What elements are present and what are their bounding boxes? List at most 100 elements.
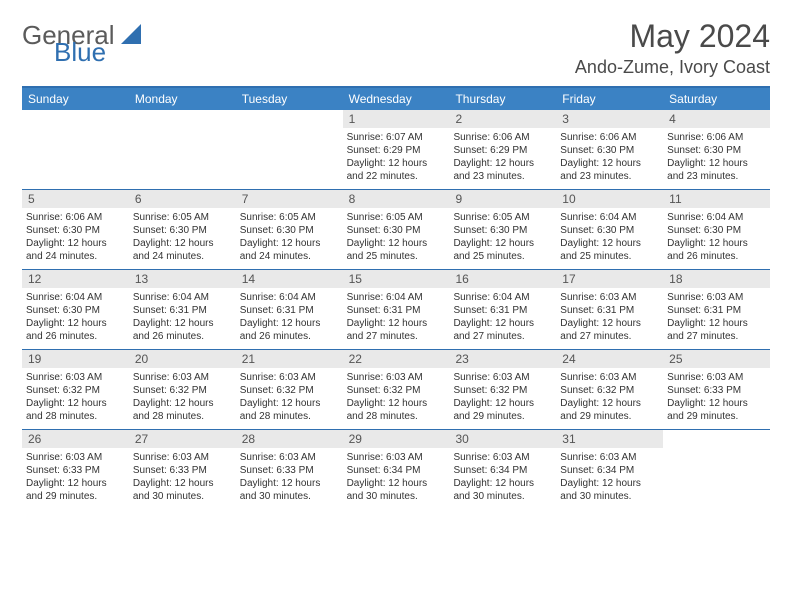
day-line: and 29 minutes. <box>453 410 552 423</box>
day-body: Sunrise: 6:04 AMSunset: 6:31 PMDaylight:… <box>343 288 450 349</box>
day-line: and 27 minutes. <box>453 330 552 343</box>
day-body <box>663 434 770 494</box>
day-line: Daylight: 12 hours <box>667 397 766 410</box>
day-number: 31 <box>556 430 663 448</box>
day-line: Sunrise: 6:04 AM <box>26 291 125 304</box>
day-number: 26 <box>22 430 129 448</box>
day-line: Sunrise: 6:04 AM <box>560 211 659 224</box>
day-line: Sunrise: 6:03 AM <box>560 291 659 304</box>
day-line: Daylight: 12 hours <box>240 477 339 490</box>
calendar-cell: 11Sunrise: 6:04 AMSunset: 6:30 PMDayligh… <box>663 190 770 269</box>
day-number: 9 <box>449 190 556 208</box>
day-line: Sunset: 6:30 PM <box>240 224 339 237</box>
day-header-wed: Wednesday <box>343 88 450 110</box>
day-body: Sunrise: 6:05 AMSunset: 6:30 PMDaylight:… <box>449 208 556 269</box>
day-body: Sunrise: 6:06 AMSunset: 6:29 PMDaylight:… <box>449 128 556 189</box>
day-number: 28 <box>236 430 343 448</box>
day-number: 18 <box>663 270 770 288</box>
day-line: Sunrise: 6:04 AM <box>133 291 232 304</box>
header: General Blue May 2024 Ando-Zume, Ivory C… <box>22 18 770 78</box>
day-line: Daylight: 12 hours <box>26 397 125 410</box>
day-line: Daylight: 12 hours <box>347 157 446 170</box>
day-line: Daylight: 12 hours <box>133 477 232 490</box>
day-line: Sunrise: 6:06 AM <box>667 131 766 144</box>
day-line: Sunrise: 6:03 AM <box>453 451 552 464</box>
calendar-cell: 10Sunrise: 6:04 AMSunset: 6:30 PMDayligh… <box>556 190 663 269</box>
day-body: Sunrise: 6:03 AMSunset: 6:32 PMDaylight:… <box>129 368 236 429</box>
day-body: Sunrise: 6:03 AMSunset: 6:32 PMDaylight:… <box>556 368 663 429</box>
day-line: and 26 minutes. <box>26 330 125 343</box>
day-number: 14 <box>236 270 343 288</box>
day-number: 5 <box>22 190 129 208</box>
day-body: Sunrise: 6:04 AMSunset: 6:30 PMDaylight:… <box>556 208 663 269</box>
calendar-cell: 18Sunrise: 6:03 AMSunset: 6:31 PMDayligh… <box>663 270 770 349</box>
day-line: and 23 minutes. <box>667 170 766 183</box>
day-line: and 29 minutes. <box>26 490 125 503</box>
day-line: Sunset: 6:31 PM <box>560 304 659 317</box>
day-line: Sunrise: 6:03 AM <box>26 451 125 464</box>
day-body: Sunrise: 6:05 AMSunset: 6:30 PMDaylight:… <box>129 208 236 269</box>
day-number: 12 <box>22 270 129 288</box>
day-body: Sunrise: 6:03 AMSunset: 6:32 PMDaylight:… <box>343 368 450 429</box>
day-line: Sunset: 6:31 PM <box>453 304 552 317</box>
day-body: Sunrise: 6:06 AMSunset: 6:30 PMDaylight:… <box>22 208 129 269</box>
day-line: Sunset: 6:32 PM <box>240 384 339 397</box>
logo-blue: Blue <box>54 41 147 64</box>
calendar-body: 1Sunrise: 6:07 AMSunset: 6:29 PMDaylight… <box>22 110 770 509</box>
day-line: Sunrise: 6:06 AM <box>453 131 552 144</box>
day-line: Daylight: 12 hours <box>453 237 552 250</box>
day-number: 13 <box>129 270 236 288</box>
day-number: 8 <box>343 190 450 208</box>
day-line: Sunset: 6:30 PM <box>560 144 659 157</box>
day-line: Sunrise: 6:03 AM <box>133 371 232 384</box>
day-line: Sunset: 6:33 PM <box>667 384 766 397</box>
day-line: and 23 minutes. <box>560 170 659 183</box>
day-line: Daylight: 12 hours <box>667 317 766 330</box>
day-body: Sunrise: 6:04 AMSunset: 6:30 PMDaylight:… <box>22 288 129 349</box>
calendar-week: 1Sunrise: 6:07 AMSunset: 6:29 PMDaylight… <box>22 110 770 190</box>
calendar-cell: 25Sunrise: 6:03 AMSunset: 6:33 PMDayligh… <box>663 350 770 429</box>
day-header-sat: Saturday <box>663 88 770 110</box>
day-line: Daylight: 12 hours <box>667 237 766 250</box>
day-header-sun: Sunday <box>22 88 129 110</box>
day-body: Sunrise: 6:03 AMSunset: 6:34 PMDaylight:… <box>556 448 663 509</box>
day-number: 7 <box>236 190 343 208</box>
day-body: Sunrise: 6:04 AMSunset: 6:31 PMDaylight:… <box>129 288 236 349</box>
day-line: Sunset: 6:30 PM <box>26 304 125 317</box>
day-line: Sunset: 6:30 PM <box>133 224 232 237</box>
day-line: and 29 minutes. <box>560 410 659 423</box>
day-line: and 23 minutes. <box>453 170 552 183</box>
day-line: Daylight: 12 hours <box>26 237 125 250</box>
day-line: and 27 minutes. <box>560 330 659 343</box>
day-header-tue: Tuesday <box>236 88 343 110</box>
calendar-cell <box>236 110 343 189</box>
day-line: Sunset: 6:30 PM <box>667 144 766 157</box>
calendar-cell: 30Sunrise: 6:03 AMSunset: 6:34 PMDayligh… <box>449 430 556 509</box>
day-line: Sunrise: 6:05 AM <box>453 211 552 224</box>
day-line: Sunrise: 6:03 AM <box>560 451 659 464</box>
day-line: and 25 minutes. <box>347 250 446 263</box>
day-line: Sunrise: 6:04 AM <box>453 291 552 304</box>
day-number: 16 <box>449 270 556 288</box>
day-header-fri: Friday <box>556 88 663 110</box>
logo-sail-icon <box>121 24 147 44</box>
day-number: 20 <box>129 350 236 368</box>
day-line: Daylight: 12 hours <box>560 157 659 170</box>
calendar-cell: 22Sunrise: 6:03 AMSunset: 6:32 PMDayligh… <box>343 350 450 429</box>
day-line: Daylight: 12 hours <box>347 237 446 250</box>
day-line: Daylight: 12 hours <box>133 317 232 330</box>
day-line: Sunrise: 6:03 AM <box>667 291 766 304</box>
day-line: and 30 minutes. <box>453 490 552 503</box>
day-line: and 25 minutes. <box>453 250 552 263</box>
calendar-cell: 26Sunrise: 6:03 AMSunset: 6:33 PMDayligh… <box>22 430 129 509</box>
day-line: Sunset: 6:29 PM <box>453 144 552 157</box>
day-body <box>22 114 129 174</box>
day-line: Daylight: 12 hours <box>240 317 339 330</box>
day-line: Sunrise: 6:03 AM <box>240 371 339 384</box>
day-number: 10 <box>556 190 663 208</box>
day-line: Sunset: 6:30 PM <box>560 224 659 237</box>
day-body: Sunrise: 6:07 AMSunset: 6:29 PMDaylight:… <box>343 128 450 189</box>
calendar-cell: 19Sunrise: 6:03 AMSunset: 6:32 PMDayligh… <box>22 350 129 429</box>
day-line: and 28 minutes. <box>26 410 125 423</box>
day-body: Sunrise: 6:03 AMSunset: 6:32 PMDaylight:… <box>236 368 343 429</box>
